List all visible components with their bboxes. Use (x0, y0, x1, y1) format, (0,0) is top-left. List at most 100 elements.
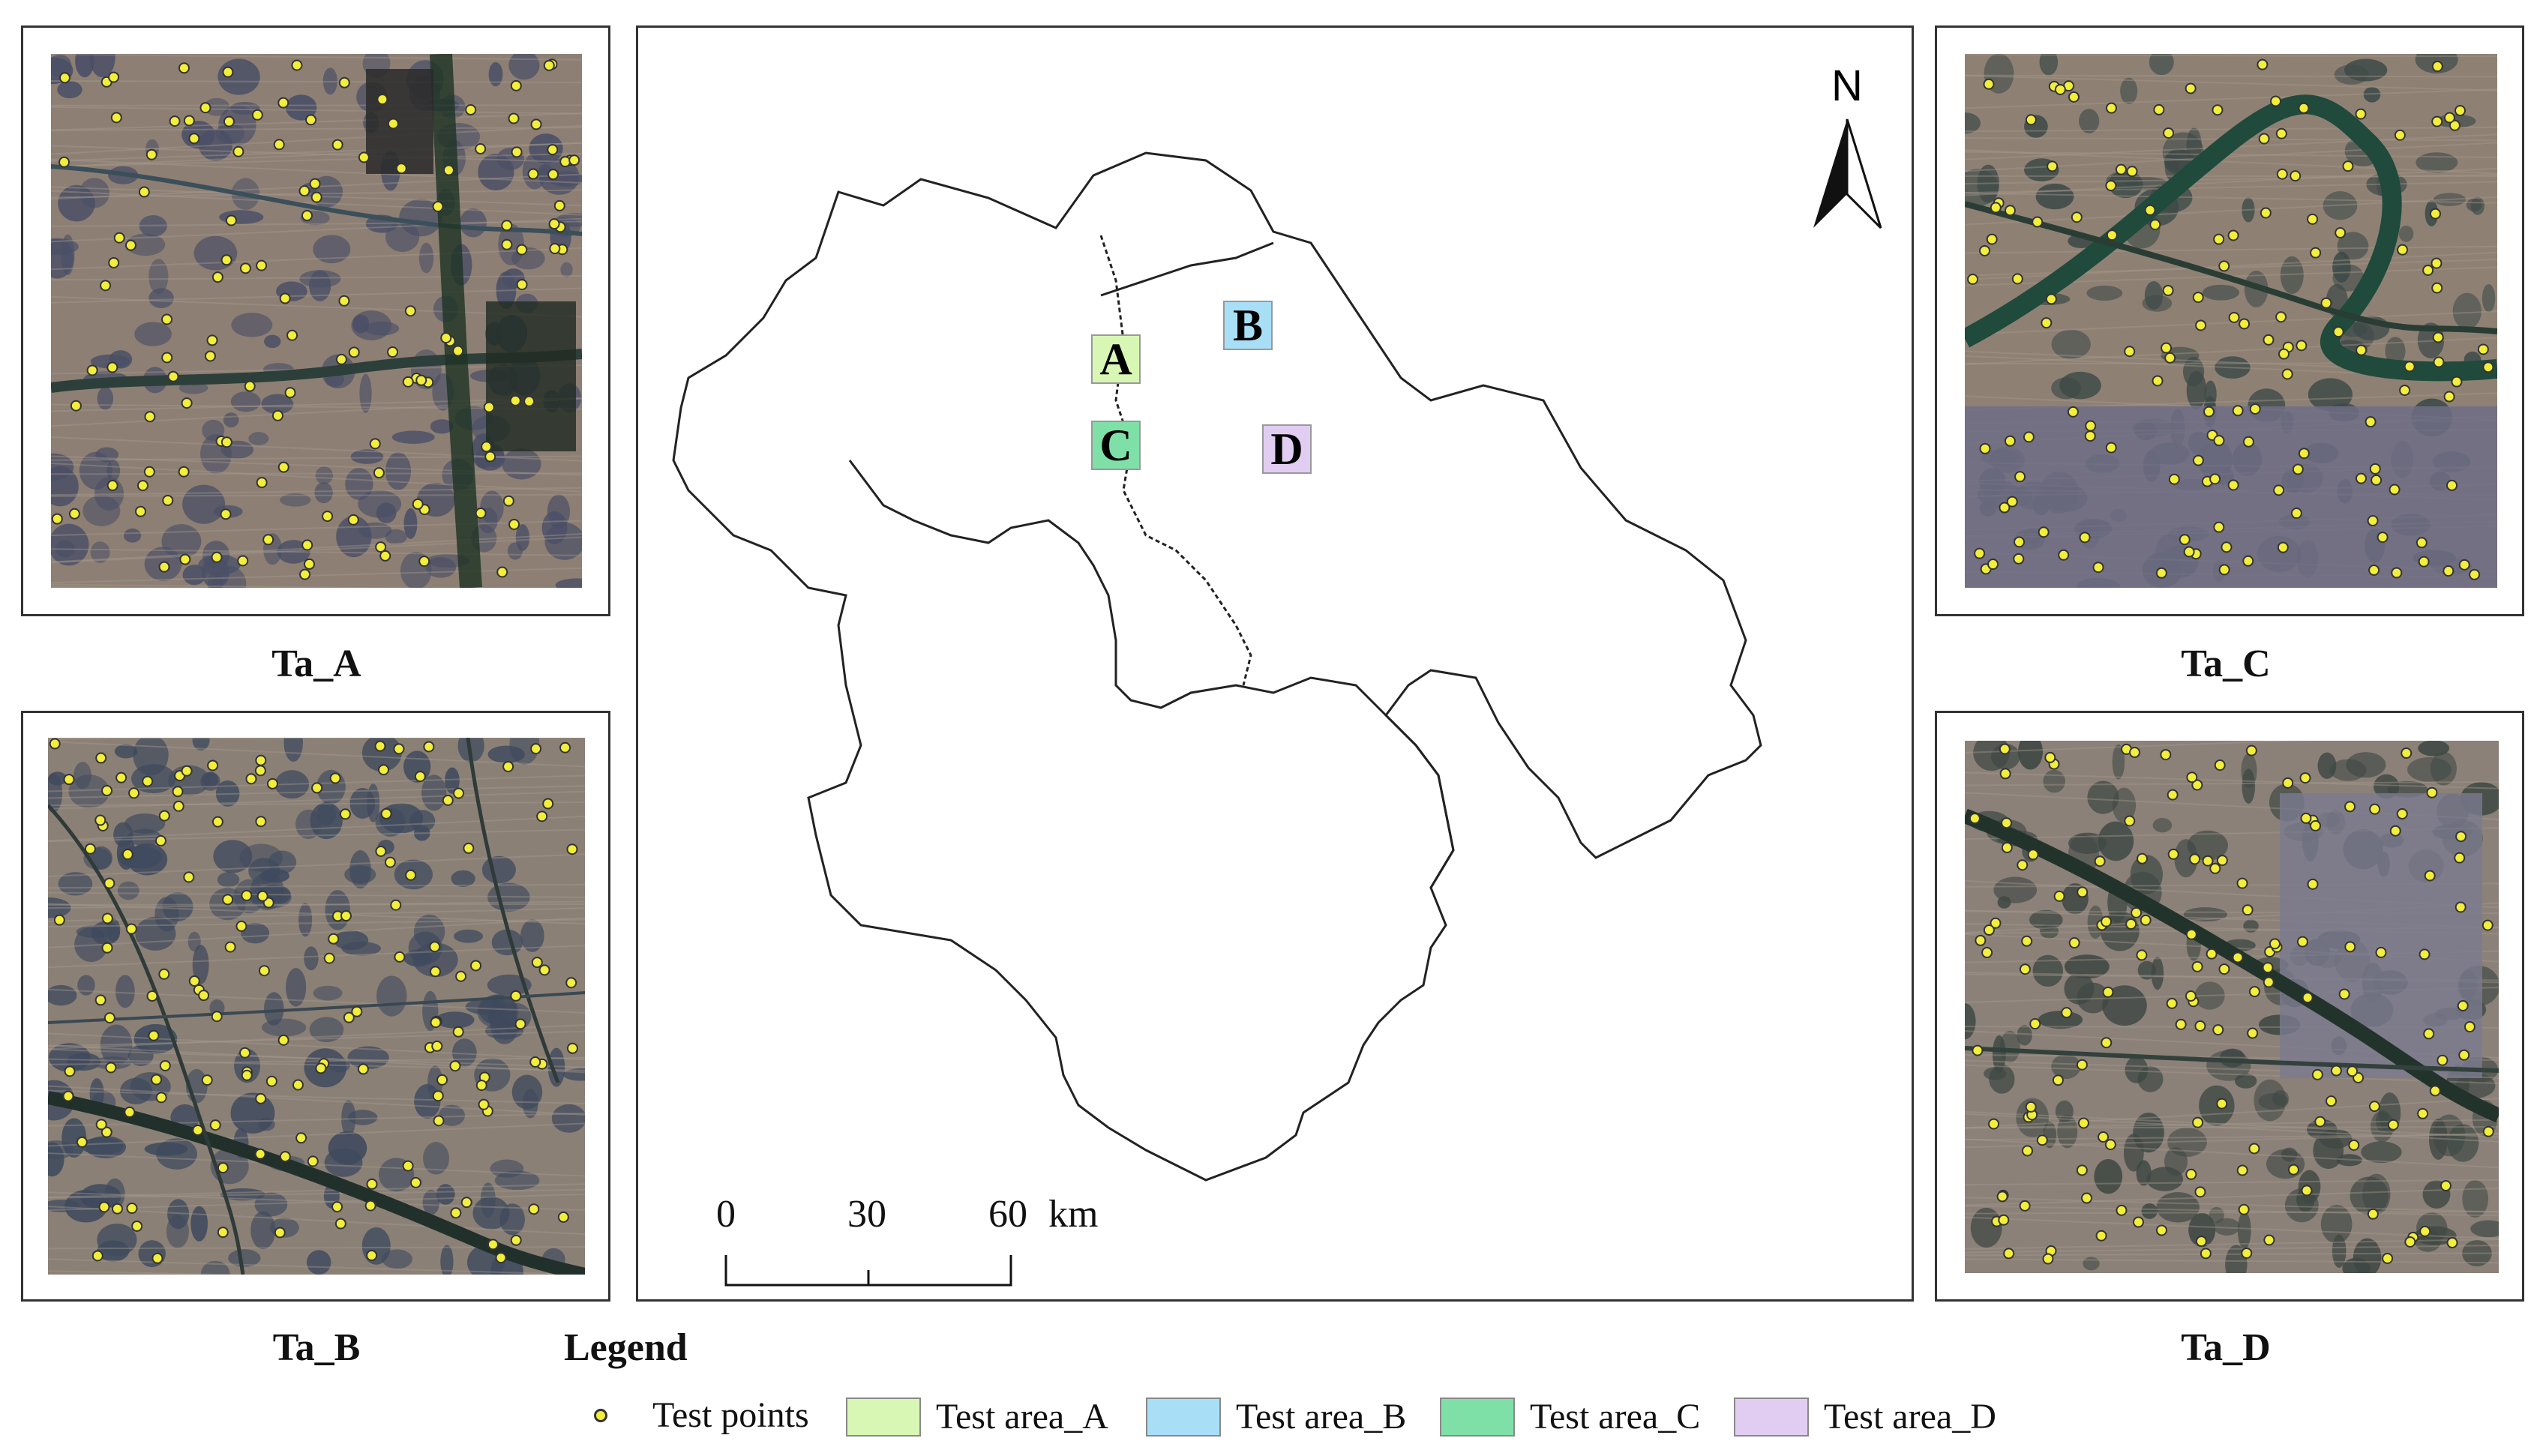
test-point (111, 1203, 123, 1215)
test-point (181, 765, 193, 777)
test-point (516, 244, 528, 256)
svg-text:B: B (1233, 301, 1263, 350)
test-point (2320, 297, 2332, 309)
test-point (2314, 1116, 2326, 1128)
test-point (2006, 496, 2018, 508)
test-point (2482, 919, 2494, 931)
test-point (161, 313, 173, 325)
test-point (2155, 567, 2167, 579)
test-point (2116, 1204, 2128, 1216)
test-point (255, 1092, 267, 1104)
test-point (2301, 1185, 2313, 1197)
test-point (442, 795, 454, 807)
test-point (2137, 852, 2149, 864)
test-point (2458, 559, 2470, 571)
test-point (2355, 108, 2367, 120)
test-point (387, 118, 399, 130)
test-point (2098, 1131, 2110, 1143)
test-point (2036, 1134, 2048, 1146)
test-point (376, 94, 388, 106)
test-point (2136, 949, 2148, 961)
test-point (432, 200, 444, 212)
scale-tick-0: 0 (716, 1193, 736, 1236)
legend-item-test-area-c: Test area_C (1440, 1396, 1700, 1437)
test-point (284, 387, 296, 399)
test-point (245, 773, 257, 785)
test-point (415, 374, 427, 386)
test-point (100, 1126, 112, 1138)
test-point (2194, 1186, 2206, 1198)
legend-item-test-area-d: Test area_D (1734, 1396, 1996, 1437)
test-point (2458, 1049, 2470, 1061)
test-point (2368, 564, 2380, 576)
test-point (509, 394, 521, 406)
test-point (148, 1029, 160, 1041)
test-point (2106, 229, 2118, 241)
test-point (220, 508, 232, 520)
test-point (2105, 180, 2117, 192)
test-point (404, 305, 416, 317)
test-point (103, 1012, 115, 1024)
test-area-marker-b: B (1223, 301, 1273, 350)
test-point (496, 566, 508, 578)
test-point (2443, 112, 2455, 124)
test-point (2124, 346, 2136, 358)
test-point (2071, 211, 2083, 223)
test-point (2218, 260, 2230, 272)
test-point (217, 1162, 229, 1174)
test-point (2025, 114, 2037, 126)
panel-ta-a-label: Ta_A (271, 643, 361, 685)
test-point (2025, 1101, 2037, 1113)
test-point (501, 220, 513, 232)
test-point (2140, 914, 2152, 926)
test-point (2195, 319, 2207, 331)
test-point (329, 772, 341, 784)
test-point (1988, 1118, 2000, 1130)
test-point (2094, 855, 2106, 867)
test-point (1974, 547, 1986, 559)
test-point (2061, 1007, 2073, 1019)
test-point (508, 112, 520, 124)
test-point (298, 185, 310, 197)
test-point (358, 151, 370, 163)
test-point (2161, 342, 2173, 354)
test-point (209, 1119, 221, 1131)
test-point (2195, 1236, 2207, 1248)
test-point (2367, 1208, 2379, 1220)
test-point (2153, 103, 2165, 115)
test-point (2092, 562, 2104, 574)
test-point (380, 807, 392, 819)
test-point (2014, 471, 2026, 483)
test-point (266, 777, 278, 789)
test-point (348, 346, 360, 358)
test-point (2052, 1074, 2064, 1086)
test-point (62, 1090, 74, 1102)
test-point (2212, 104, 2224, 116)
test-point (2365, 416, 2377, 428)
test-point (2242, 904, 2254, 916)
test-point (222, 66, 234, 78)
north-arrow-icon (1813, 118, 1882, 229)
test-point (2391, 567, 2403, 579)
test-point (2054, 83, 2066, 95)
test-point (101, 942, 113, 954)
test-point (224, 941, 236, 953)
test-point-icon (594, 1408, 607, 1422)
test-point (423, 741, 435, 753)
test-point (2115, 163, 2127, 175)
test-point (429, 966, 441, 978)
test-point (495, 1252, 507, 1264)
test-point (2330, 1065, 2342, 1077)
test-point (502, 760, 514, 772)
test-point (2001, 817, 2013, 829)
panel-ta-a-image (51, 54, 582, 588)
test-point (151, 1252, 163, 1264)
test-point (151, 1074, 163, 1086)
test-point (2218, 564, 2230, 576)
test-point (510, 1234, 522, 1246)
test-point (299, 568, 311, 580)
test-point (565, 977, 577, 989)
test-point (431, 1040, 443, 1052)
test-point (2302, 992, 2314, 1004)
test-point (2227, 229, 2239, 241)
